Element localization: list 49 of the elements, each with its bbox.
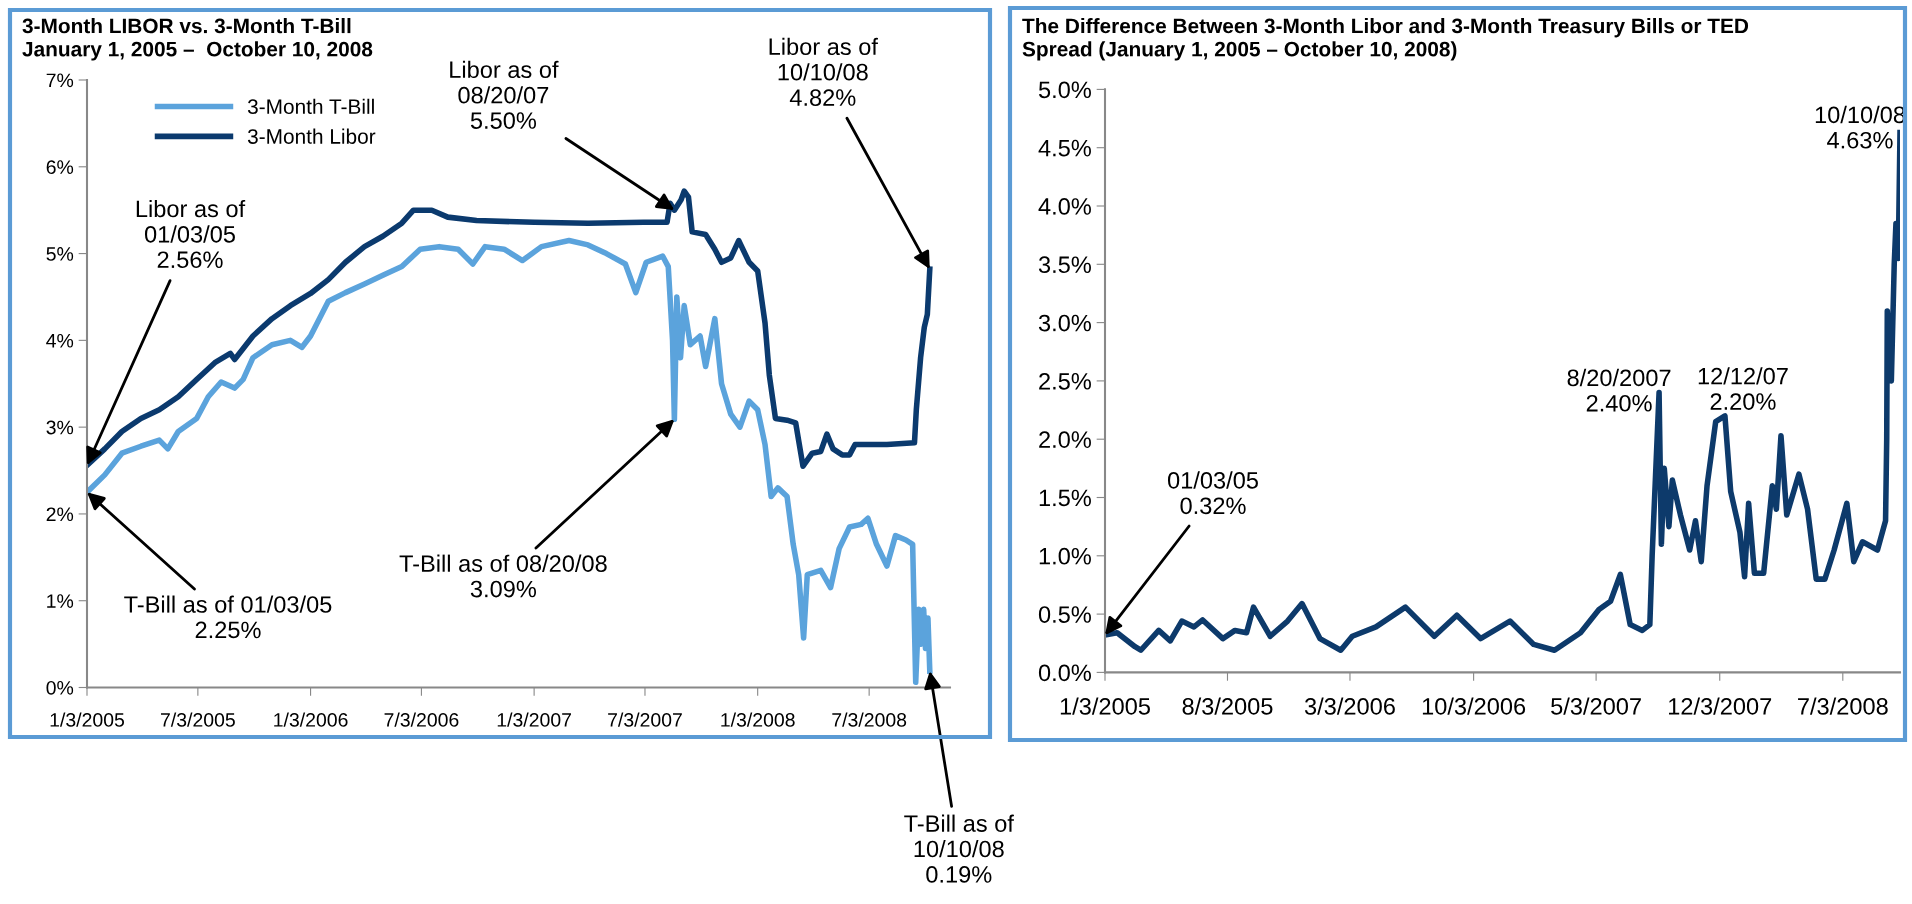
legend-label: 3-Month T-Bill: [247, 98, 374, 115]
annotation: Libor as of 01/03/05 2.56%: [136, 199, 246, 269]
y-tick-label: 1.5%: [1039, 489, 1091, 507]
x-tick-label: 10/3/2006: [1422, 697, 1526, 715]
annotation: T-Bill as of 01/03/05 2.25%: [124, 595, 332, 639]
y-tick-label: 4.0%: [1038, 198, 1091, 215]
x-tick-label: 5/3/2007: [1551, 697, 1641, 715]
x-tick-label: 8/3/2005: [1182, 697, 1273, 715]
x-tick-label: 7/3/2008: [1798, 697, 1888, 715]
y-tick-label: 7%: [46, 73, 74, 88]
annotation: 10/10/08 4.63%: [1815, 105, 1905, 149]
x-tick-label: 3/3/2006: [1304, 697, 1395, 715]
annotation: 8/20/2007 2.40%: [1567, 368, 1671, 412]
chart-title: The Difference Between 3-Month Libor and 3-Month Treasury Bills or TED Spread (January 1, 2005 – October 10, 2008): [1022, 18, 1749, 61]
annotation: Libor as of 08/20/07 5.50%: [450, 60, 559, 129]
x-tick-label: 1/3/2008: [721, 712, 795, 727]
annotation: 01/03/05 0.32%: [1167, 471, 1258, 515]
y-tick-label: 6%: [46, 160, 74, 175]
x-tick-label: 12/3/2007: [1669, 697, 1772, 715]
x-tick-label: 1/3/2006: [274, 712, 348, 727]
y-tick-label: 3.0%: [1038, 314, 1091, 332]
annotation: T-Bill as of 10/10/08 0.19%: [904, 814, 1014, 883]
annotation: T-Bill as of 08/20/08 3.09%: [399, 554, 607, 598]
legend-label: 3-Month Libor: [247, 128, 376, 144]
y-tick-label: 4%: [46, 333, 74, 348]
y-tick-label: 0.5%: [1038, 606, 1091, 623]
x-tick-label: 7/3/2005: [161, 712, 235, 727]
x-tick-label: 1/3/2005: [1060, 697, 1150, 715]
y-tick-label: 5%: [46, 247, 74, 261]
x-tick-label: 7/3/2007: [608, 712, 682, 727]
y-tick-label: 0.0%: [1038, 664, 1091, 682]
y-tick-label: 2.0%: [1039, 431, 1091, 448]
y-tick-label: 1.0%: [1039, 547, 1091, 565]
y-tick-label: 3%: [46, 420, 74, 435]
y-tick-label: 1%: [47, 594, 74, 608]
annotation: 12/12/07 2.20%: [1698, 367, 1788, 410]
x-tick-label: 7/3/2006: [384, 712, 459, 727]
x-tick-label: 1/3/2007: [497, 712, 571, 727]
x-tick-label: 1/3/2005: [50, 712, 125, 727]
y-tick-label: 3.5%: [1038, 256, 1091, 274]
y-tick-label: 2.5%: [1039, 372, 1091, 390]
chart-title: 3-Month LIBOR vs. 3-Month T-Bill: [22, 18, 351, 34]
chart-subtitle: January 1, 2005 – October 10, 2008: [22, 41, 373, 61]
y-tick-label: 2%: [46, 507, 74, 522]
y-tick-label: 5.0%: [1038, 81, 1091, 99]
x-tick-label: 7/3/2008: [832, 712, 907, 727]
y-tick-label: 4.5%: [1038, 139, 1091, 157]
annotation: Libor as of 10/10/08 4.82%: [769, 37, 878, 106]
y-tick-label: 0%: [46, 680, 74, 695]
